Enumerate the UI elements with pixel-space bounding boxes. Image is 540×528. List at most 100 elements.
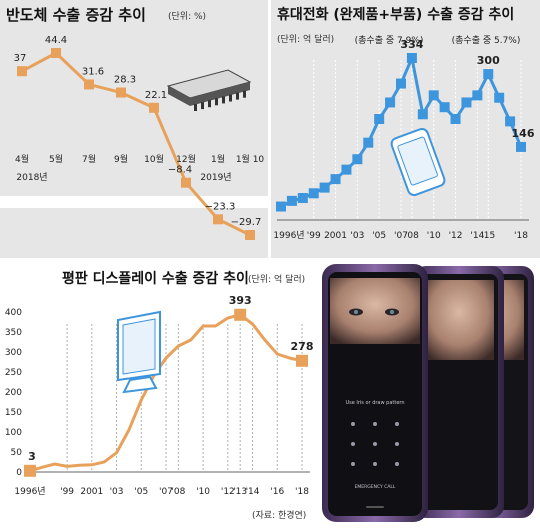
x-tick-label: '16	[270, 487, 284, 497]
data-point	[385, 97, 396, 108]
data-point	[286, 195, 297, 206]
year-label: 2019년	[200, 172, 231, 183]
data-point	[234, 308, 247, 321]
data-point	[330, 174, 341, 185]
smartphone-icon	[390, 128, 446, 196]
data-point	[516, 141, 526, 152]
x-tick-label: 9월	[114, 153, 128, 165]
data-point	[352, 154, 363, 165]
monitor-icon	[117, 310, 161, 394]
x-tick-label: '14	[246, 487, 260, 497]
smartphones-photo: Use Iris or draw pattern EMERGENCY CALL	[320, 262, 540, 528]
data-label: 146	[512, 127, 535, 140]
mobile-phone-chart-title: 휴대전화 (완제품+부품) 수출 증감 추이	[277, 7, 515, 23]
display-chart-unit: (단위: 억 달러)	[248, 275, 306, 285]
x-tick-label: 7월	[82, 153, 96, 165]
x-tick-label: '99	[60, 487, 74, 497]
data-point	[149, 102, 159, 113]
x-tick-label: '07	[394, 231, 408, 241]
data-point	[494, 92, 505, 103]
x-tick-label: '10	[427, 231, 441, 241]
data-label: 44.4	[45, 35, 67, 46]
data-label: −29.7	[231, 217, 262, 228]
data-point	[417, 109, 428, 120]
x-tick-label: 1월	[211, 153, 225, 165]
phone-emergency-label: EMERGENCY CALL	[355, 484, 396, 490]
data-label: −23.3	[205, 201, 236, 212]
display-chart-title: 평판 디스플레이 수출 증감 추이	[62, 271, 249, 287]
data-label: 28.3	[114, 75, 136, 86]
data-point	[308, 188, 319, 199]
data-point	[17, 66, 27, 77]
display-chart-canvas: 0 50 100 150 200 250 300 350 400 3 393 278 1996년 '99 2…	[5, 294, 314, 497]
data-point	[461, 97, 472, 108]
data-label: 22.1	[145, 90, 167, 101]
x-tick-label: 2001	[80, 487, 103, 497]
display-chart: 0 50 100 150 200 250 300 350 400 3 393 278 1996년 '99 2…	[0, 262, 320, 528]
data-label: 3	[28, 450, 36, 463]
x-tick-label: '14	[470, 231, 484, 241]
x-tick-label: 12월	[176, 153, 196, 165]
y-tick-label: 0	[16, 468, 22, 478]
x-tick-label: 2001	[324, 231, 347, 241]
y-tick-label: 50	[11, 448, 23, 458]
data-point	[213, 214, 223, 225]
data-point	[297, 193, 308, 204]
data-label: 37	[14, 53, 27, 64]
series-line	[29, 313, 303, 473]
mobile-phone-chart: 334 300 146 (총수출 중 7.9%) (총수출 중 5.7%) 1996년 '9…	[271, 0, 540, 258]
data-point	[181, 177, 191, 188]
semiconductor-chart-title: 반도체 수출 증감 추이	[6, 6, 146, 24]
data-label: 393	[229, 294, 252, 307]
chip-icon	[166, 69, 252, 111]
mobile-phone-chart-unit: (단위: 억 달러)	[277, 35, 335, 45]
y-tick-label: 200	[5, 388, 22, 398]
plot-background	[271, 0, 540, 258]
data-point	[439, 102, 450, 113]
y-tick-label: 100	[5, 428, 22, 438]
data-point	[341, 164, 352, 175]
x-tick-label: '99	[307, 231, 321, 241]
x-tick-label: '18	[514, 231, 528, 241]
data-point	[363, 137, 374, 148]
x-tick-label: '18	[295, 487, 309, 497]
x-tick-label: 1996년	[273, 230, 304, 241]
data-point	[483, 69, 494, 80]
data-label: 278	[291, 340, 314, 353]
mobile-phone-chart-canvas: 334 300 146 (총수출 중 7.9%) (총수출 중 5.7%) 1996년 '9…	[271, 0, 540, 258]
display-chart-source: (자료: 한경연)	[252, 511, 307, 521]
x-tick-label: '05	[134, 487, 148, 497]
data-point	[406, 53, 417, 63]
plot-background	[0, 0, 268, 258]
x-tick-label: '12	[221, 487, 235, 497]
x-tick-label: '08	[405, 231, 419, 241]
x-tick-label: 4월	[15, 153, 29, 165]
year-label: 2018년	[16, 172, 47, 183]
data-point	[296, 354, 308, 367]
y-tick-label: 400	[5, 308, 22, 318]
data-label: 300	[477, 54, 500, 67]
x-tick-label: '12	[449, 231, 463, 241]
x-tick-label: 1월 10	[236, 153, 265, 165]
data-point	[24, 464, 36, 477]
x-tick-label: '15	[481, 231, 495, 241]
semiconductor-chart-canvas: 37 44.4 31.6 28.3 22.1 −8.4 −23.3 −29.7 4월 5월 7월 9월…	[0, 0, 268, 258]
x-tick-label: 1996년	[14, 486, 45, 497]
y-tick-label: 300	[5, 348, 22, 358]
x-tick-label: '13	[233, 487, 247, 497]
x-tick-label: '08	[171, 487, 185, 497]
data-label: −8.4	[168, 165, 192, 176]
semiconductor-chart-unit: (단위: %)	[168, 12, 207, 22]
annotation: (총수출 중 7.9%)	[355, 35, 424, 46]
semiconductor-chart: 37 44.4 31.6 28.3 22.1 −8.4 −23.3 −29.7 4월 5월 7월 9월…	[0, 0, 268, 258]
data-label: 334	[400, 38, 423, 51]
data-point	[319, 182, 330, 193]
annotation: (총수출 중 5.7%)	[452, 35, 521, 46]
data-point	[450, 114, 461, 125]
x-tick-label: '05	[372, 231, 386, 241]
data-point	[396, 78, 406, 89]
data-point	[116, 87, 126, 98]
phone-lock-text: Use Iris or draw pattern	[345, 400, 404, 406]
x-tick-label: '03	[110, 487, 124, 497]
data-point	[505, 116, 516, 127]
